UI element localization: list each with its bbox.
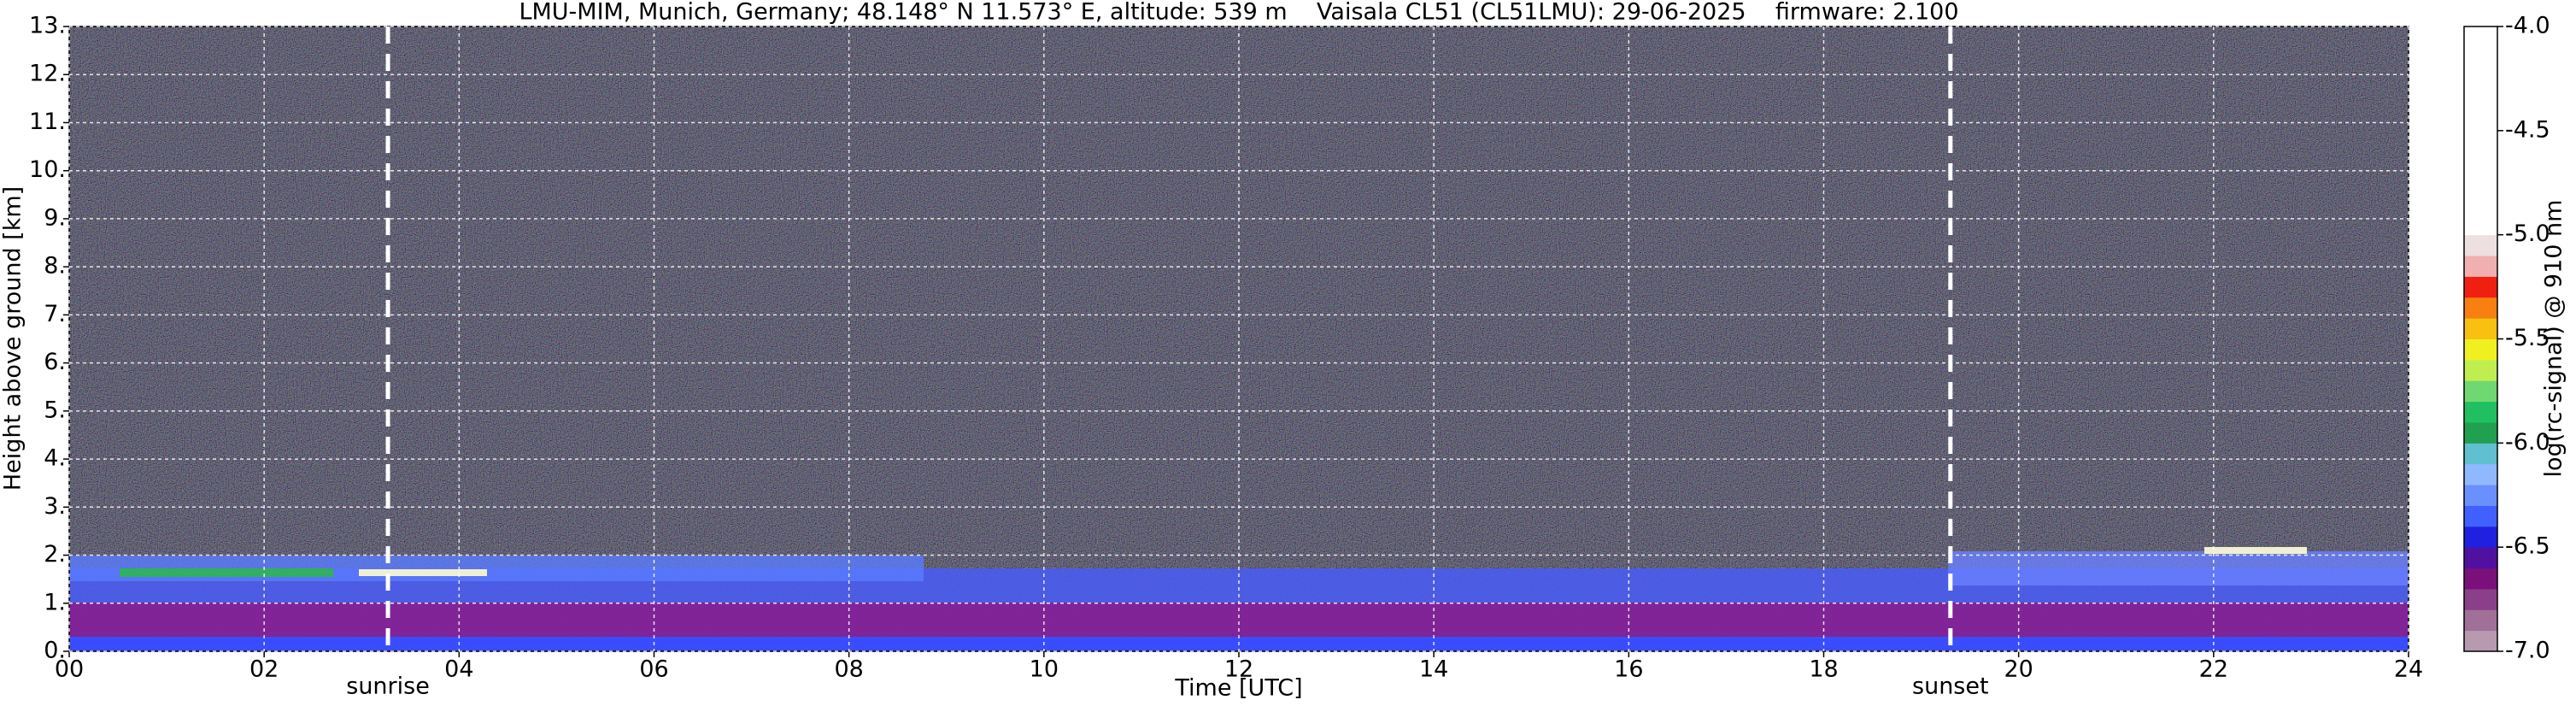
colorbar-swatch xyxy=(2464,192,2497,215)
colorbar-swatch xyxy=(2464,421,2497,444)
colorbar-tick-label: -7.0 xyxy=(2505,638,2550,664)
colorbar-tick-label: -6.0 xyxy=(2505,429,2550,456)
x-tick-label: 18 xyxy=(1809,656,1838,683)
colorbar-swatch xyxy=(2464,630,2497,652)
colorbar-swatch xyxy=(2464,526,2497,548)
y-tick-label: 0. xyxy=(44,638,66,664)
colorbar-tick-label: -6.5 xyxy=(2505,533,2550,560)
x-tick-label: 12 xyxy=(1224,656,1253,683)
colorbar-swatch xyxy=(2464,485,2497,506)
x-tick-label: 00 xyxy=(55,656,84,683)
x-tick-label: 02 xyxy=(249,656,279,683)
colorbar-tick-label: -5.0 xyxy=(2505,221,2550,247)
y-tick-label: 1. xyxy=(44,589,66,615)
x-tick-label: 04 xyxy=(444,656,473,683)
x-tick-label: 24 xyxy=(2394,656,2423,683)
colorbar-swatch xyxy=(2464,318,2497,339)
colorbar-swatch xyxy=(2464,463,2497,485)
colorbar-swatch xyxy=(2464,214,2497,236)
x-tick-label: 22 xyxy=(2199,656,2228,683)
colorbar-tick-label: -4.5 xyxy=(2505,116,2550,143)
colorbar-swatch xyxy=(2464,443,2497,465)
colorbar-tick-label: -4.0 xyxy=(2505,13,2550,39)
x-tick-label: 16 xyxy=(1614,656,1643,683)
colorbar-swatch xyxy=(2464,172,2497,194)
y-tick-label: 6. xyxy=(44,349,66,375)
colorbar-swatch xyxy=(2464,89,2497,110)
chart-title: LMU-MIM, Munich, Germany; 48.148° N 11.5… xyxy=(519,0,1958,26)
colorbar-swatch xyxy=(2464,47,2497,69)
y-axis-label: Height above ground [km] xyxy=(0,186,26,491)
colorbar-tick-label: -5.5 xyxy=(2505,325,2550,351)
annotation-label: sunrise xyxy=(346,674,430,700)
colorbar-swatch xyxy=(2464,109,2497,132)
colorbar-swatch xyxy=(2464,380,2497,403)
colorbar-swatch xyxy=(2464,26,2497,48)
y-tick-label: 9. xyxy=(44,204,66,231)
colorbar-label: log(rc-signal) @ 910 nm xyxy=(2541,200,2567,478)
colorbar-swatch xyxy=(2464,256,2497,277)
colorbar-swatch xyxy=(2464,505,2497,527)
colorbar-swatch xyxy=(2464,338,2497,361)
colorbar-swatch xyxy=(2464,130,2497,152)
annotation-label: sunset xyxy=(1912,674,1989,700)
x-tick-label: 08 xyxy=(834,656,863,683)
colorbar-swatch xyxy=(2464,359,2497,381)
colorbar-swatch xyxy=(2464,68,2497,90)
y-tick-label: 13. xyxy=(29,13,66,39)
y-tick-label: 8. xyxy=(44,253,66,279)
colorbar-swatch xyxy=(2464,547,2497,569)
colorbar-swatch xyxy=(2464,588,2497,610)
x-tick-label: 10 xyxy=(1030,656,1059,683)
y-tick-label: 4. xyxy=(44,445,66,472)
colorbar-swatch xyxy=(2464,401,2497,423)
colorbar-swatch xyxy=(2464,297,2497,319)
colorbar-swatch xyxy=(2464,609,2497,632)
backscatter-field xyxy=(69,26,2409,651)
colorbar-swatch xyxy=(2464,234,2497,256)
x-tick-label: 20 xyxy=(2004,656,2033,683)
x-tick-label: 06 xyxy=(639,656,668,683)
colorbar-swatch xyxy=(2464,151,2497,174)
y-tick-label: 7. xyxy=(44,301,66,327)
y-tick-label: 11. xyxy=(29,109,66,135)
y-tick-label: 3. xyxy=(44,493,66,520)
y-tick-label: 5. xyxy=(44,397,66,423)
colorbar-swatch xyxy=(2464,568,2497,590)
x-axis-label: Time [UTC] xyxy=(1174,675,1302,702)
y-tick-label: 2. xyxy=(44,541,66,568)
x-tick-label: 14 xyxy=(1419,656,1448,683)
y-tick-label: 12. xyxy=(29,61,66,87)
colorbar-swatch xyxy=(2464,276,2497,298)
y-tick-label: 10. xyxy=(29,156,66,183)
